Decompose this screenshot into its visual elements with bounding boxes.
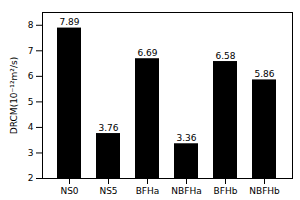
svg-text:6: 6 <box>28 71 34 81</box>
svg-text:6.69: 6.69 <box>137 48 157 58</box>
svg-text:NS5: NS5 <box>99 186 117 196</box>
svg-text:NS0: NS0 <box>60 186 78 196</box>
svg-text:6.58: 6.58 <box>215 51 235 61</box>
svg-text:5.86: 5.86 <box>254 69 274 79</box>
svg-text:NBFHa: NBFHa <box>171 186 201 196</box>
svg-text:8: 8 <box>28 20 34 30</box>
svg-text:3.36: 3.36 <box>176 133 196 143</box>
svg-text:4: 4 <box>28 122 34 132</box>
svg-text:DRCM(10⁻¹²m²/s): DRCM(10⁻¹²m²/s) <box>9 57 19 134</box>
svg-text:3: 3 <box>28 148 34 158</box>
svg-text:BFHb: BFHb <box>214 186 238 196</box>
svg-text:5: 5 <box>28 97 34 107</box>
svg-text:BFHa: BFHa <box>136 186 160 196</box>
svg-text:2: 2 <box>28 173 34 183</box>
svg-text:7.89: 7.89 <box>59 17 79 27</box>
svg-text:NBFHb: NBFHb <box>249 186 280 196</box>
svg-text:7: 7 <box>28 46 34 56</box>
svg-text:3.76: 3.76 <box>98 123 118 133</box>
